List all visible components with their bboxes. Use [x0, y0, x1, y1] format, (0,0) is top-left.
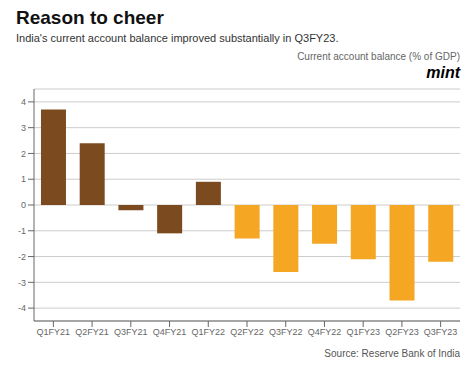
svg-text:Q3FY21: Q3FY21 — [114, 327, 148, 337]
svg-text:Q2FY23: Q2FY23 — [385, 327, 419, 337]
svg-text:-1: -1 — [18, 226, 26, 236]
svg-text:Q1FY23: Q1FY23 — [346, 327, 380, 337]
html-text:India's current account balanc: India's current account balance improved… — [16, 32, 339, 44]
svg-text:Q1FY21: Q1FY21 — [37, 327, 71, 337]
svg-text:Q4FY21: Q4FY21 — [153, 327, 187, 337]
svg-text:Q2FY21: Q2FY21 — [75, 327, 109, 337]
svg-text:-2: -2 — [18, 252, 26, 262]
svg-text:-3: -3 — [18, 278, 26, 288]
svg-text:0: 0 — [21, 200, 26, 210]
svg-text:3: 3 — [21, 123, 26, 133]
svg-text:Q3FY22: Q3FY22 — [269, 327, 303, 337]
html-text:Source: Reserve Bank of India: Source: Reserve Bank of India — [324, 348, 460, 359]
html-text:Current account balance (% of: Current account balance (% of GDP) — [297, 51, 460, 62]
svg-text:Q4FY22: Q4FY22 — [308, 327, 342, 337]
html-text:Reason to cheer: Reason to cheer — [16, 7, 164, 28]
svg-text:1: 1 — [21, 174, 26, 184]
svg-text:Q1FY22: Q1FY22 — [192, 327, 226, 337]
svg-text:Q3FY23: Q3FY23 — [424, 327, 458, 337]
svg-text:Q2FY22: Q2FY22 — [230, 327, 264, 337]
html-text:mint: mint — [426, 64, 460, 81]
svg-text:2: 2 — [21, 149, 26, 159]
svg-text:4: 4 — [21, 97, 26, 107]
svg-text:-4: -4 — [18, 303, 26, 313]
